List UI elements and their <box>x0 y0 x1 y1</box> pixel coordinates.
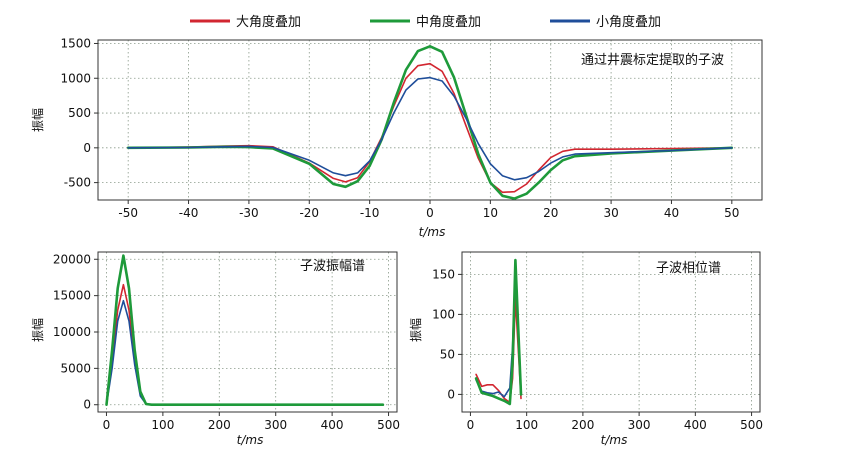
amplitude-spectrum-x-tick-label: 0 <box>103 418 111 432</box>
phase-spectrum-series-medium-angle <box>474 258 523 406</box>
phase-spectrum-x-tick-label: 0 <box>467 418 475 432</box>
wavelet-x-tick-label: -40 <box>179 206 199 220</box>
phase-spectrum-y-tick-label: 0 <box>447 387 455 401</box>
phase-spectrum-plot-frame <box>461 251 761 413</box>
wavelet-x-tick-label: 40 <box>664 206 679 220</box>
amplitude-spectrum-x-tick-label: 500 <box>377 418 400 432</box>
phase-spectrum-x-tick-label: 200 <box>571 418 594 432</box>
wavelet-series-medium-angle <box>126 45 734 200</box>
amplitude-spectrum-y-tick-label: 20000 <box>53 252 91 266</box>
phase-spectrum-chart: 子波相位谱 振幅 t/ms 0 100 200 300 400 500 0 50 100 150 <box>408 251 763 447</box>
wavelet-series-small-angle <box>127 76 733 181</box>
amplitude-spectrum-series-medium-angle <box>105 254 385 406</box>
legend-label-medium-angle: 中角度叠加 <box>416 14 481 30</box>
amplitude-spectrum-chart: 子波振幅谱 振幅 t/ms 0 100 200 300 400 5000500010000… <box>30 251 400 447</box>
amplitude-spectrum-x-tick-label: 300 <box>264 418 287 432</box>
wavelet-chart: 通过井震标定提取的子波 振幅 t/ms -50 -40 -30 -20 -10 0 10 20… <box>30 36 763 239</box>
amplitude-spectrum-x-tick-label: 100 <box>151 418 174 432</box>
amplitude-spectrum-x-tick-label: 200 <box>208 418 231 432</box>
phase-spectrum-y-tick-label: 100 <box>432 307 455 321</box>
wavelet-annotation: 通过井震标定提取的子波 <box>581 52 724 68</box>
wavelet-x-tick-label: 0 <box>426 206 434 220</box>
phase-spectrum-y-tick-label: 50 <box>440 347 455 361</box>
wavelet-y-tick-label: 0 <box>83 141 91 155</box>
wavelet-x-tick-label: -50 <box>118 206 138 220</box>
legend-label-small-angle: 小角度叠加 <box>596 14 661 30</box>
phase-spectrum-annotation: 子波相位谱 <box>656 261 721 276</box>
wavelet-y-tick-label: -500 <box>64 176 91 190</box>
phase-spectrum-x-axis-title: t/ms <box>601 433 628 447</box>
amplitude-spectrum-series-large-angle <box>105 283 384 406</box>
amplitude-spectrum-y-tick-label: 0 <box>83 398 91 412</box>
phase-spectrum-y-tick-label: 150 <box>432 267 455 281</box>
wavelet-y-tick-label: 500 <box>68 106 91 120</box>
wavelet-x-tick-label: -10 <box>360 206 380 220</box>
wavelet-y-tick-label: 1000 <box>60 71 91 85</box>
wavelet-y-tick-label: 1500 <box>60 36 91 50</box>
amplitude-spectrum-x-axis-title: t/ms <box>237 433 264 447</box>
legend: 大角度叠加 中角度叠加 小角度叠加 <box>190 14 661 30</box>
amplitude-spectrum-annotation: 子波振幅谱 <box>300 259 365 274</box>
amplitude-spectrum-series-small-angle <box>105 299 384 406</box>
amplitude-spectrum-grid <box>98 252 397 412</box>
amplitude-spectrum-x-tick-label: 400 <box>321 418 344 432</box>
wavelet-x-tick-label: 20 <box>543 206 558 220</box>
phase-spectrum-x-tick-label: 500 <box>740 418 763 432</box>
wavelet-x-axis-title: t/ms <box>419 225 446 239</box>
phase-spectrum-x-tick-label: 300 <box>628 418 651 432</box>
phase-spectrum-x-tick-label: 100 <box>515 418 538 432</box>
wavelet-y-axis-title: 振幅 <box>30 108 45 132</box>
wavelet-x-tick-label: -20 <box>299 206 319 220</box>
amplitude-spectrum-y-tick-label: 10000 <box>53 325 91 339</box>
legend-label-large-angle: 大角度叠加 <box>236 14 301 30</box>
amplitude-spectrum-y-tick-label: 5000 <box>60 361 91 375</box>
wavelet-x-tick-label: 30 <box>603 206 618 220</box>
wavelet-x-tick-label: -30 <box>239 206 259 220</box>
phase-spectrum-y-axis-title: 振幅 <box>408 318 423 342</box>
wavelet-x-tick-label: 50 <box>724 206 739 220</box>
amplitude-spectrum-y-tick-label: 15000 <box>53 289 91 303</box>
phase-spectrum-grid <box>462 252 760 412</box>
amplitude-spectrum-y-axis-title: 振幅 <box>30 318 45 342</box>
phase-spectrum-x-tick-label: 400 <box>684 418 707 432</box>
wavelet-x-tick-label: 10 <box>483 206 498 220</box>
